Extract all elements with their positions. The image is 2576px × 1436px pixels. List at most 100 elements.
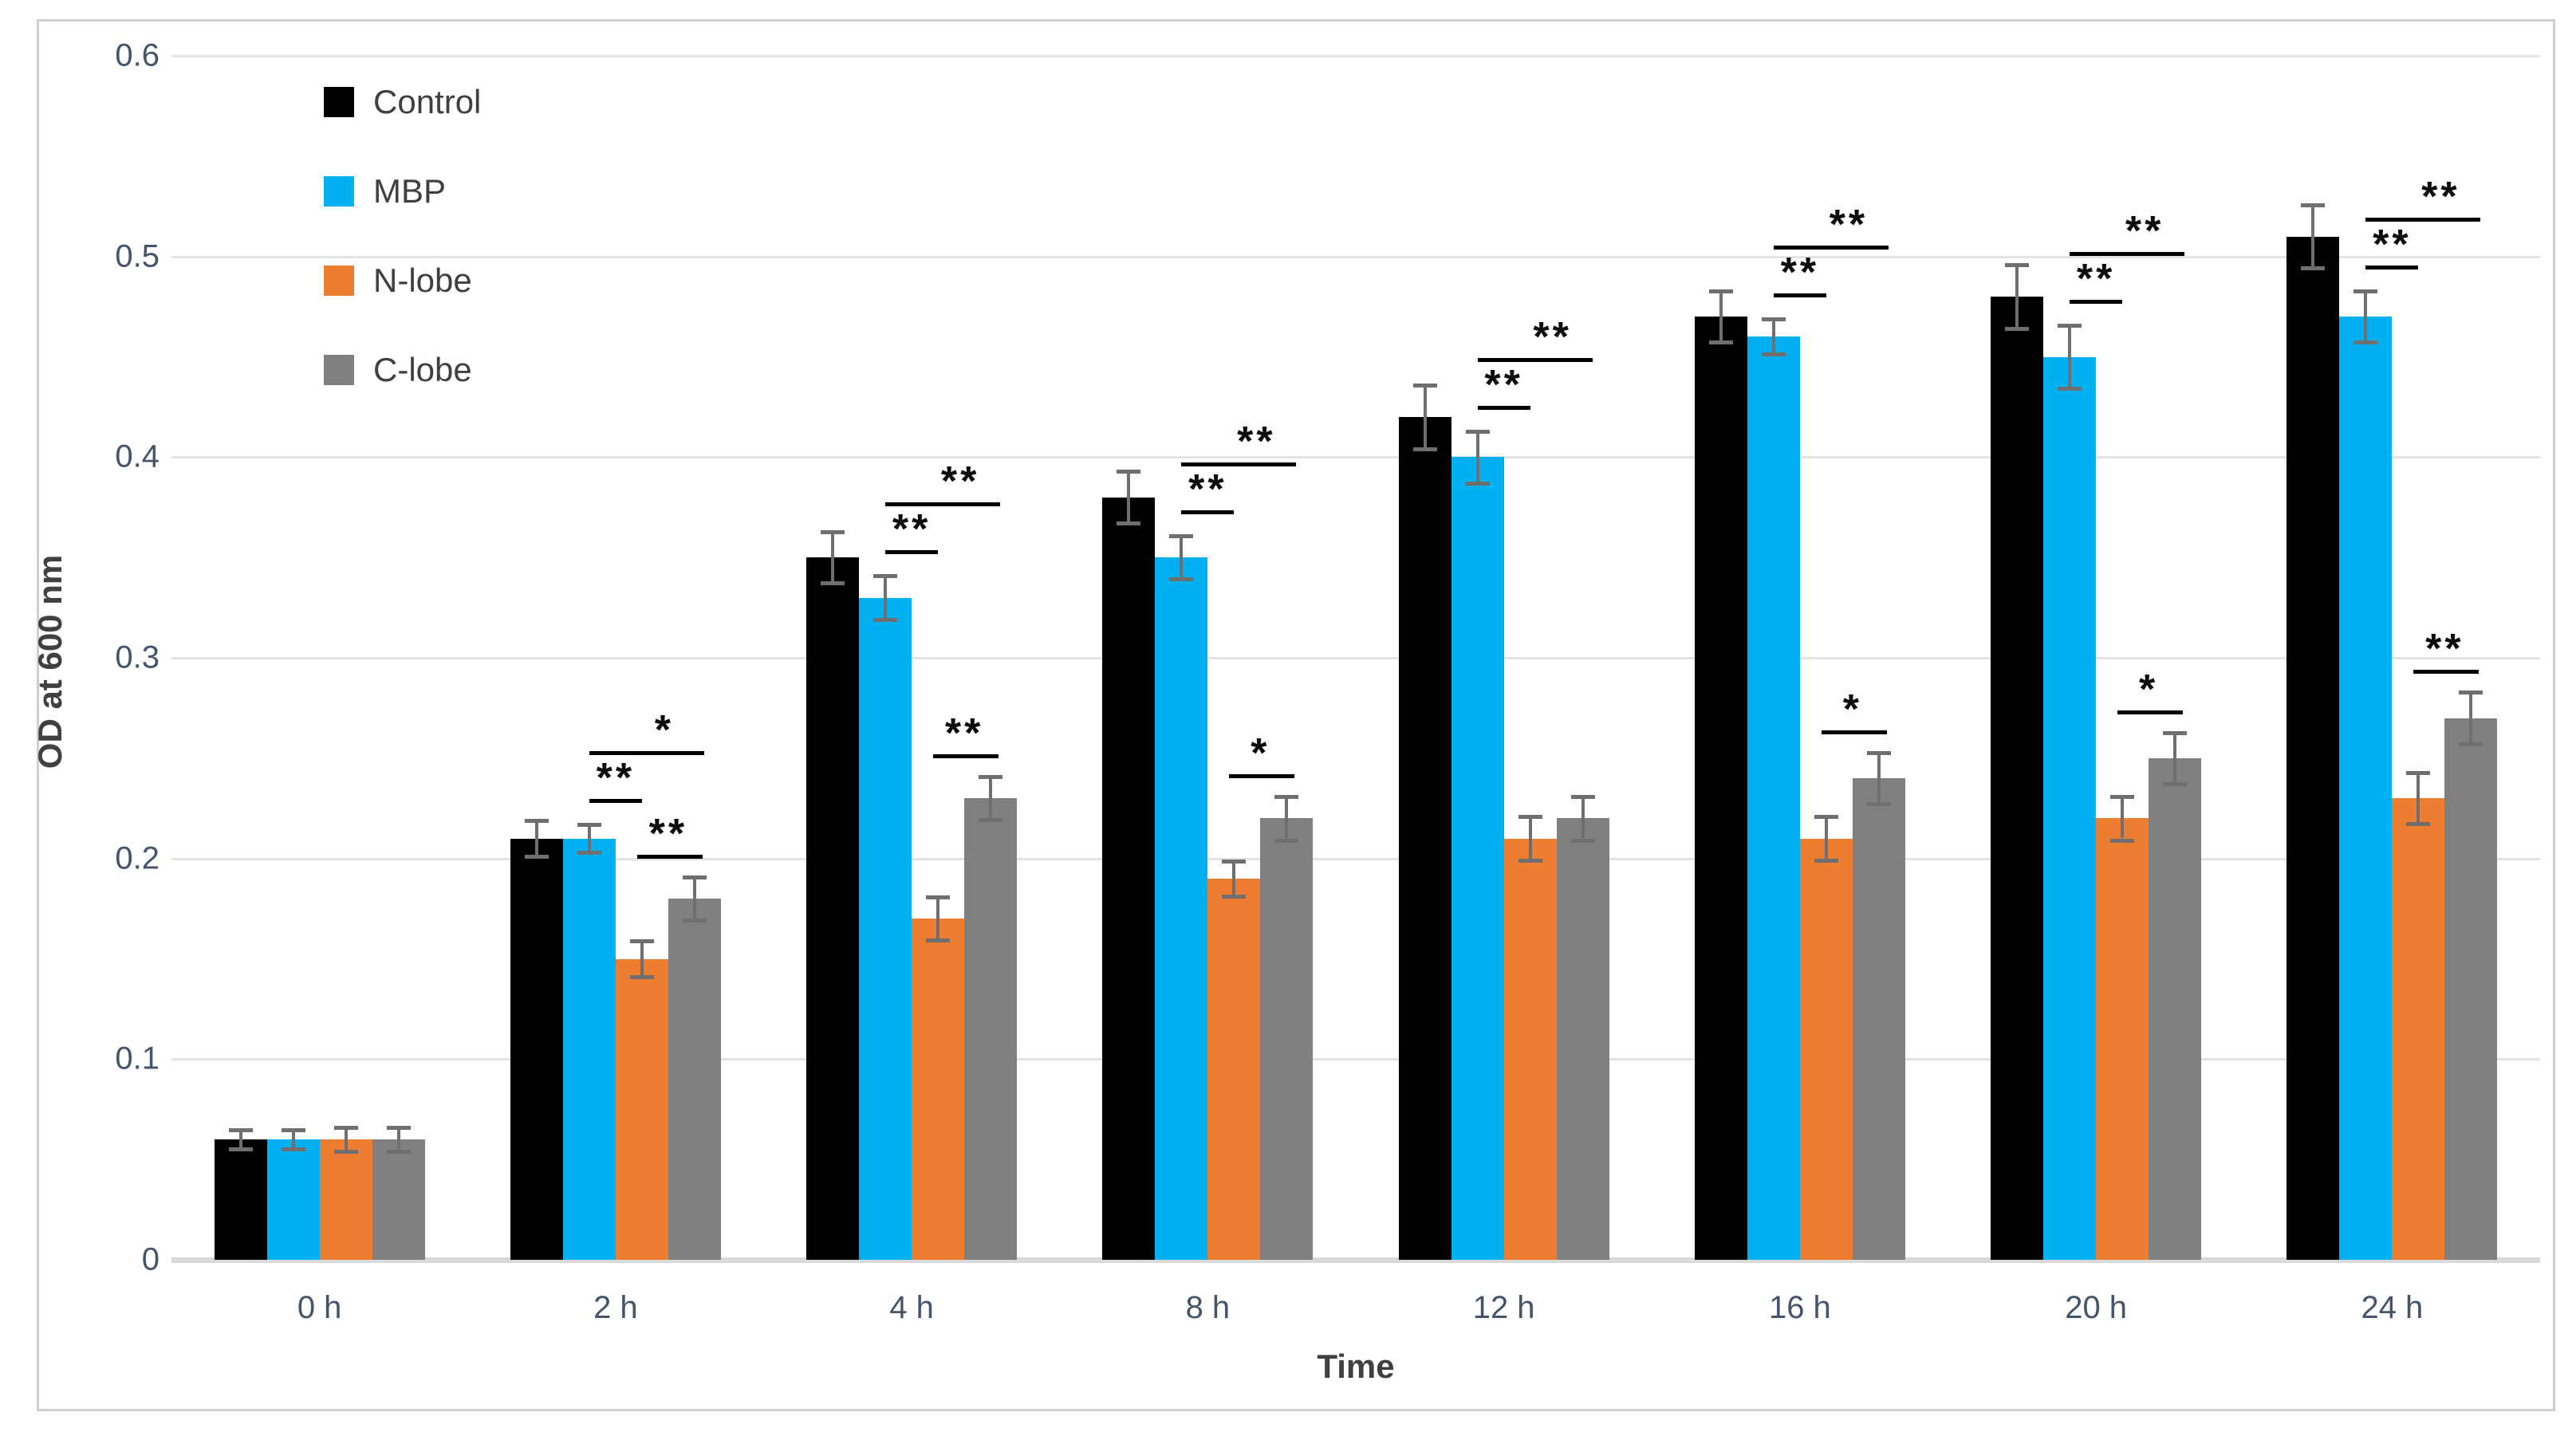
error-bar-stem xyxy=(1581,798,1585,839)
error-bar-stem xyxy=(831,533,835,582)
error-bar-stem xyxy=(1475,433,1479,482)
error-bar-stem xyxy=(2311,206,2315,267)
sig-line-nlobe-vs-clobe xyxy=(1821,730,1887,734)
sig-line-mbp-vs-clobe xyxy=(1477,358,1593,363)
error-bar-cap-top xyxy=(524,819,549,824)
error-bar-stem xyxy=(1423,387,1427,447)
x-axis-baseline xyxy=(171,1257,2540,1263)
error-bar-stem xyxy=(2121,798,2125,839)
error-bar-stem xyxy=(587,826,591,851)
bar-c-lobe-8h xyxy=(1260,818,1314,1260)
error-bar-cap-top xyxy=(873,574,898,579)
legend-swatch-n-lobe xyxy=(324,266,354,296)
bar-c-lobe-12h xyxy=(1556,818,1609,1260)
error-bar-cap-top xyxy=(1117,470,1141,474)
error-bar-cap-top xyxy=(2163,730,2188,735)
error-bar-cap-bottom xyxy=(926,938,951,943)
sig-line-nlobe-vs-clobe xyxy=(933,754,999,758)
x-tick-label-0h: 0 h xyxy=(297,1290,342,1325)
y-tick-label-0.6: 0.6 xyxy=(115,37,160,73)
error-bar-cap-bottom xyxy=(1761,352,1786,357)
error-bar-cap-bottom xyxy=(281,1147,305,1152)
error-bar-cap-top xyxy=(1708,289,1733,293)
error-bar-cap-top xyxy=(1222,859,1247,864)
error-bar-cap-top xyxy=(2110,795,2135,800)
sig-star-nlobe-vs-clobe: ** xyxy=(2425,626,2464,673)
bar-mbp-8h xyxy=(1155,557,1208,1260)
sig-line-nlobe-vs-clobe xyxy=(1229,774,1295,779)
legend-label-control: Control xyxy=(373,83,482,120)
sig-star-mbp-vs-nlobe: ** xyxy=(596,755,636,802)
legend-label-n-lobe: N-lobe xyxy=(373,262,472,299)
error-bar-stem xyxy=(1127,473,1131,521)
sig-star-mbp-vs-nlobe: ** xyxy=(2373,221,2412,268)
error-bar-stem xyxy=(2068,326,2072,388)
sig-line-mbp-vs-nlobe xyxy=(1477,406,1530,411)
bar-n-lobe-12h xyxy=(1503,838,1557,1260)
x-tick-label-24h: 24 h xyxy=(2361,1290,2424,1325)
error-bar-cap-bottom xyxy=(2406,822,2431,827)
bar-mbp-20h xyxy=(2043,356,2097,1260)
error-bar-stem xyxy=(344,1129,348,1150)
error-bar-stem xyxy=(1771,321,1775,353)
sig-line-mbp-vs-nlobe xyxy=(885,550,939,555)
error-bar-cap-top xyxy=(386,1126,411,1131)
sig-line-mbp-vs-clobe xyxy=(2365,217,2481,222)
bar-mbp-2h xyxy=(562,838,616,1260)
bar-control-0h xyxy=(214,1139,267,1260)
sig-line-mbp-vs-clobe xyxy=(1773,246,1889,250)
x-tick-label-8h: 8 h xyxy=(1185,1290,1231,1325)
bar-mbp-0h xyxy=(266,1139,320,1260)
error-bar-cap-top xyxy=(1169,534,1194,538)
error-bar-stem xyxy=(640,942,644,975)
legend-label-mbp: MBP xyxy=(373,172,447,210)
error-bar-stem xyxy=(1824,818,1828,859)
sig-star-nlobe-vs-clobe: ** xyxy=(648,810,688,857)
error-bar-cap-bottom xyxy=(1465,481,1490,486)
error-bar-cap-top xyxy=(1866,750,1891,755)
bar-c-lobe-4h xyxy=(964,798,1018,1260)
y-tick-label-0: 0 xyxy=(141,1241,160,1277)
gridline-0.5 xyxy=(171,255,2540,258)
gridline-0.4 xyxy=(171,456,2540,459)
sig-star-mbp-vs-nlobe: ** xyxy=(1780,250,1820,297)
sig-line-nlobe-vs-clobe xyxy=(2117,710,2184,714)
bar-n-lobe-16h xyxy=(1799,838,1853,1260)
error-bar-cap-top xyxy=(682,875,707,879)
error-bar-stem xyxy=(1528,818,1532,859)
sig-star-mbp-vs-nlobe: ** xyxy=(1188,466,1227,513)
error-bar-stem xyxy=(2364,292,2368,341)
error-bar-cap-bottom xyxy=(2163,782,2188,787)
legend-label-c-lobe: C-lobe xyxy=(373,351,472,388)
bar-control-24h xyxy=(2286,236,2340,1260)
error-bar-cap-top xyxy=(821,529,845,534)
y-tick-label-0.4: 0.4 xyxy=(115,439,160,474)
sig-line-mbp-vs-nlobe xyxy=(1181,510,1235,514)
sig-star-mbp-vs-nlobe: ** xyxy=(1484,362,1523,409)
x-tick-label-16h: 16 h xyxy=(1768,1290,1831,1325)
error-bar-cap-bottom xyxy=(1814,858,1838,863)
bar-n-lobe-4h xyxy=(912,919,965,1260)
bar-control-8h xyxy=(1102,497,1156,1260)
legend-swatch-mbp xyxy=(324,176,354,207)
error-bar-cap-top xyxy=(2058,323,2082,328)
error-bar-stem xyxy=(1877,753,1881,803)
error-bar-cap-bottom xyxy=(2058,387,2082,391)
bar-mbp-12h xyxy=(1451,457,1504,1260)
sig-star-mbp-vs-clobe: ** xyxy=(1237,419,1276,465)
error-bar-stem xyxy=(396,1129,400,1150)
error-bar-stem xyxy=(936,899,940,939)
error-bar-cap-bottom xyxy=(2459,742,2483,746)
error-bar-stem xyxy=(2015,266,2019,327)
error-bar-cap-bottom xyxy=(873,617,898,622)
error-bar-cap-top xyxy=(1274,795,1299,800)
sig-star-nlobe-vs-clobe: ** xyxy=(944,710,984,757)
sig-star-nlobe-vs-clobe: * xyxy=(2139,666,2159,713)
error-bar-cap-bottom xyxy=(577,850,601,855)
sig-line-mbp-vs-clobe xyxy=(2070,251,2185,256)
error-bar-cap-bottom xyxy=(1274,838,1299,843)
sig-line-mbp-vs-clobe xyxy=(589,751,704,756)
error-bar-cap-bottom xyxy=(1708,340,1733,345)
error-bar-cap-bottom xyxy=(821,581,845,586)
